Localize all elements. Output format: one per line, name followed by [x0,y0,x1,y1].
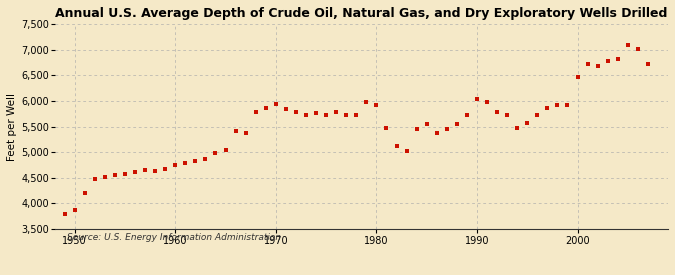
Point [271,102,281,107]
Point [70,207,80,212]
Point [411,126,422,131]
Point [512,126,522,130]
Point [562,103,573,108]
Point [140,168,151,172]
Point [351,112,362,117]
Point [281,107,292,111]
Point [643,62,653,66]
Point [59,211,70,216]
Point [250,110,261,114]
Point [441,126,452,131]
Point [482,100,493,104]
Point [119,172,130,176]
Point [99,175,110,179]
Point [130,169,140,174]
Point [472,97,483,101]
Point [240,130,251,135]
Point [552,103,563,107]
Point [160,166,171,171]
Point [401,149,412,153]
Point [462,113,472,117]
Point [391,144,402,148]
Point [150,169,161,173]
Point [89,177,100,181]
Point [491,110,502,114]
Point [200,157,211,161]
Point [583,62,593,66]
Point [371,103,382,107]
Point [300,112,311,117]
Point [572,75,583,79]
Point [220,147,231,152]
Point [80,191,90,196]
Point [261,105,271,110]
Point [180,161,191,166]
Point [632,46,643,51]
Point [431,130,442,135]
Point [532,113,543,117]
Point [190,159,200,164]
Point [361,100,372,104]
Point [622,43,633,48]
Point [522,121,533,125]
Point [452,122,462,126]
Point [502,113,512,117]
Point [542,105,553,110]
Point [602,59,613,64]
Text: Source: U.S. Energy Information Administration: Source: U.S. Energy Information Administ… [67,233,281,242]
Point [230,128,241,133]
Title: Annual U.S. Average Depth of Crude Oil, Natural Gas, and Dry Exploratory Wells D: Annual U.S. Average Depth of Crude Oil, … [55,7,668,20]
Point [341,112,352,117]
Point [109,172,120,177]
Point [421,122,432,127]
Point [310,111,321,115]
Point [210,151,221,155]
Y-axis label: Feet per Well: Feet per Well [7,92,17,161]
Point [170,163,181,168]
Point [612,57,623,61]
Point [321,112,331,117]
Point [381,125,392,130]
Point [290,110,301,114]
Point [592,64,603,69]
Point [331,110,342,114]
